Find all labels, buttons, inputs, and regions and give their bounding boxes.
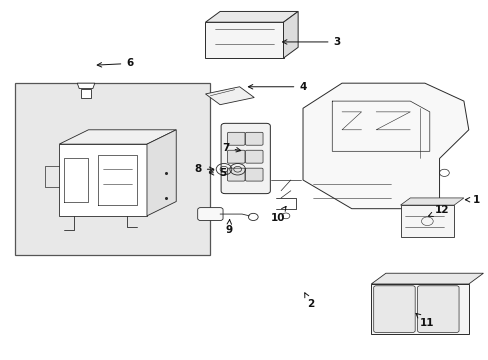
FancyBboxPatch shape	[373, 286, 414, 332]
Polygon shape	[400, 205, 453, 237]
Polygon shape	[400, 198, 463, 205]
Text: 7: 7	[222, 143, 240, 153]
FancyBboxPatch shape	[227, 168, 244, 181]
Polygon shape	[370, 273, 483, 284]
Text: 10: 10	[270, 206, 285, 222]
Text: 2: 2	[304, 293, 313, 309]
Polygon shape	[77, 83, 95, 89]
Text: 9: 9	[225, 219, 232, 235]
Polygon shape	[147, 130, 176, 216]
Text: 5: 5	[209, 168, 226, 178]
Text: 8: 8	[194, 164, 213, 174]
FancyBboxPatch shape	[227, 150, 244, 163]
Polygon shape	[283, 12, 298, 58]
Text: 6: 6	[97, 58, 133, 68]
FancyBboxPatch shape	[197, 208, 223, 221]
Polygon shape	[205, 12, 298, 22]
Bar	[15, 83, 210, 255]
Text: 3: 3	[282, 37, 340, 47]
FancyBboxPatch shape	[245, 132, 263, 145]
Polygon shape	[205, 22, 283, 58]
Polygon shape	[59, 144, 147, 216]
Polygon shape	[303, 83, 468, 209]
Polygon shape	[81, 89, 91, 98]
Text: 4: 4	[248, 82, 306, 92]
Polygon shape	[370, 284, 468, 334]
FancyBboxPatch shape	[221, 123, 270, 194]
Text: 1: 1	[465, 195, 479, 205]
Polygon shape	[205, 87, 254, 105]
FancyBboxPatch shape	[227, 132, 244, 145]
Text: 11: 11	[415, 313, 434, 328]
FancyBboxPatch shape	[245, 150, 263, 163]
Polygon shape	[59, 130, 176, 144]
FancyBboxPatch shape	[417, 286, 458, 332]
Text: 12: 12	[427, 206, 448, 216]
FancyBboxPatch shape	[245, 168, 263, 181]
